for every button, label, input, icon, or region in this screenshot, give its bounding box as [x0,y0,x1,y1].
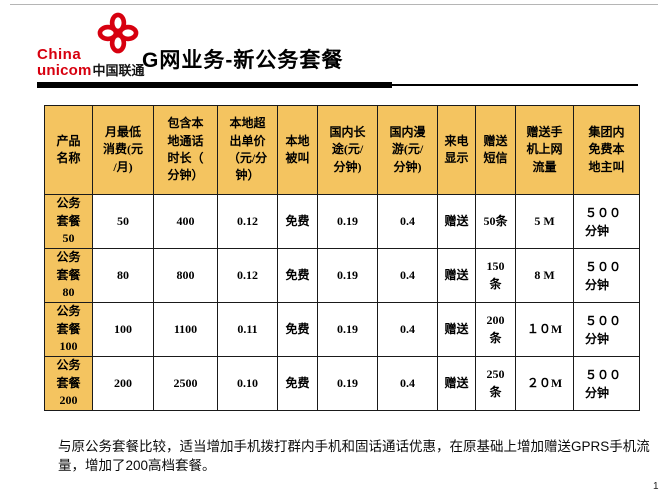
table-cell: 0.19 [317,356,378,411]
table-cell: 50条 [475,194,516,249]
table-cell: 200 条 [475,302,516,357]
unicom-knot-icon [97,12,139,54]
table-cell: 0.11 [217,302,278,357]
table-cell: 0.12 [217,194,278,249]
table-cell: 100 [92,302,154,357]
table-cell: 赠送 [437,194,476,249]
col-header-included-minutes: 包含本 地通话 时长（ 分钟） [153,105,218,195]
table-cell: 150 条 [475,248,516,303]
table-cell: 免费 [277,356,318,411]
product-name-cell: 公务 套餐 200 [44,356,93,411]
title-divider-thin [392,84,638,86]
table-cell: ５００ 分钟 [573,356,640,411]
table-cell: ５００ 分钟 [573,194,640,249]
table-row: 公务 套餐 200 200 2500 0.10 免费 0.19 0.4 赠送 2… [44,356,640,411]
col-header-domestic-roaming: 国内漫 游(元/ 分钟) [377,105,438,195]
col-header-product-name: 产品 名称 [44,105,93,195]
title-divider-thick [37,82,392,88]
package-table: 产品 名称 月最低 消费(元 /月) 包含本 地通话 时长（ 分钟） 本地超 出… [44,105,640,411]
footer-note: 与原公务套餐比较，适当增加手机拨打群内手机和固话通话优惠，在原基础上增加赠送GP… [58,439,650,473]
table-cell: ２０M [515,356,574,411]
top-rule-divider [10,4,658,5]
page-number: 1 [653,481,659,492]
table-cell: 50 [92,194,154,249]
col-header-free-mobile-data: 赠送手 机上网 流量 [515,105,574,195]
table-cell: 0.10 [217,356,278,411]
product-name-cell: 公务 套餐 80 [44,248,93,303]
table-cell: 400 [153,194,218,249]
table-cell: 赠送 [437,248,476,303]
brand-unicom-text: unicom [37,62,92,79]
table-cell: 免费 [277,302,318,357]
table-cell: 0.12 [217,248,278,303]
brand-cn-text: 中国联通 [92,63,145,78]
table-row: 公务 套餐 50 50 400 0.12 免费 0.19 0.4 赠送 50条 … [44,194,640,249]
table-cell: 0.19 [317,302,378,357]
col-header-monthly-minimum: 月最低 消费(元 /月) [92,105,154,195]
table-cell: 200 [92,356,154,411]
table-cell: １０M [515,302,574,357]
col-header-caller-id: 来电 显示 [437,105,476,195]
table-cell: 赠送 [437,302,476,357]
table-cell: 8 M [515,248,574,303]
table-cell: 免费 [277,248,318,303]
brand-logo: China unicom中国联通 [37,10,187,79]
col-header-local-overage-price: 本地超 出单价 （元/分 钟） [217,105,278,195]
table-cell: 5 M [515,194,574,249]
col-header-domestic-long-distance: 国内长 途(元/ 分钟) [317,105,378,195]
table-cell: ５００ 分钟 [573,302,640,357]
table-cell: 0.19 [317,248,378,303]
table-cell: 赠送 [437,356,476,411]
table-cell: 1100 [153,302,218,357]
table-cell: 0.4 [377,248,438,303]
table-cell: 0.19 [317,194,378,249]
table-cell: 0.4 [377,356,438,411]
table-row: 公务 套餐 80 80 800 0.12 免费 0.19 0.4 赠送 150 … [44,248,640,303]
table-header-row: 产品 名称 月最低 消费(元 /月) 包含本 地通话 时长（ 分钟） 本地超 出… [44,105,640,195]
table-cell: 2500 [153,356,218,411]
col-header-free-sms: 赠送 短信 [475,105,516,195]
table-cell: 0.4 [377,194,438,249]
product-name-cell: 公务 套餐 100 [44,302,93,357]
table-cell: 0.4 [377,302,438,357]
page-title: G网业务-新公务套餐 [142,49,344,72]
brand-line2: unicom中国联通 [37,60,145,80]
table-cell: ５００ 分钟 [573,248,640,303]
col-header-group-free-minutes: 集团内 免费本 地主叫 [573,105,640,195]
table-cell: 免费 [277,194,318,249]
table-cell: 800 [153,248,218,303]
table-row: 公务 套餐 100 100 1100 0.11 免费 0.19 0.4 赠送 2… [44,302,640,357]
product-name-cell: 公务 套餐 50 [44,194,93,249]
table-cell: 80 [92,248,154,303]
brand-china-text: China [37,46,82,63]
table-cell: 250 条 [475,356,516,411]
col-header-local-incoming: 本地 被叫 [277,105,318,195]
